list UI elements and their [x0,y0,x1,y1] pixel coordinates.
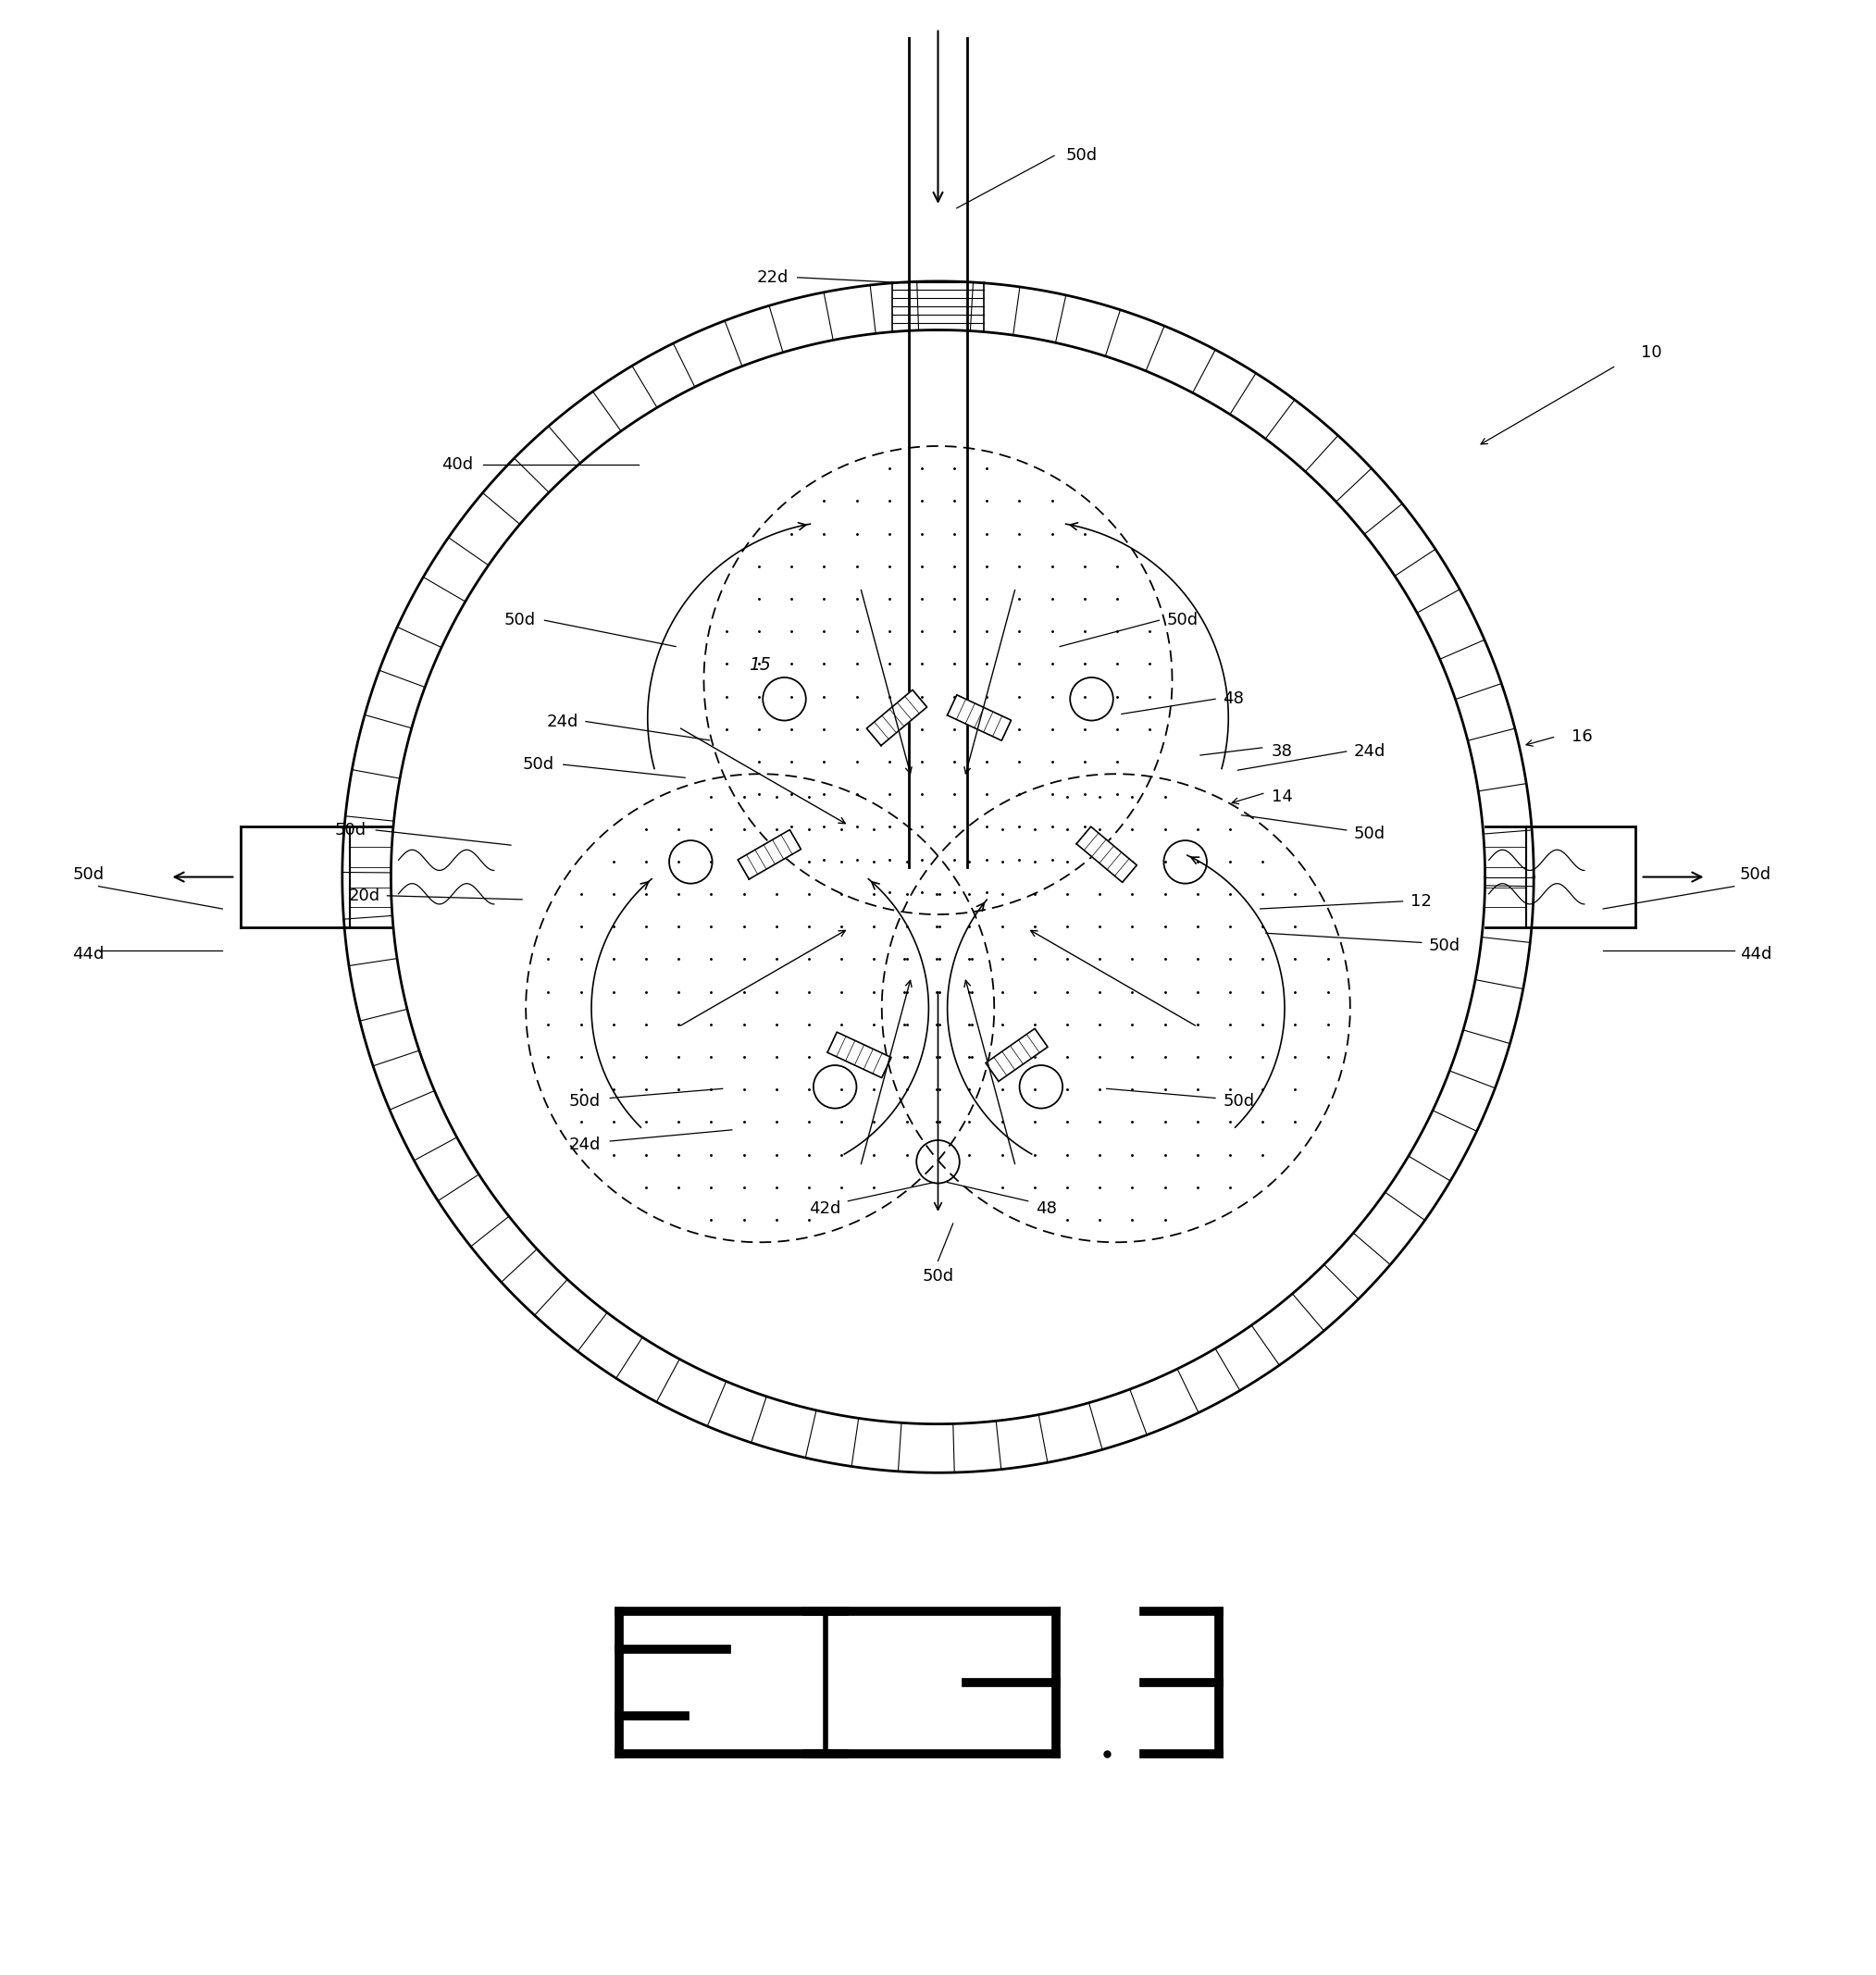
Text: 50d: 50d [1223,1094,1255,1110]
Text: 50d: 50d [73,865,103,883]
Text: 50d: 50d [568,1094,600,1110]
Text: 15: 15 [749,656,771,673]
Polygon shape [867,689,927,747]
Text: 48: 48 [1036,1201,1056,1217]
Text: 50d: 50d [1430,938,1460,954]
Polygon shape [947,695,1011,741]
Text: 50d: 50d [1354,826,1386,841]
Text: 20d: 20d [349,887,379,905]
Text: 48: 48 [1223,691,1244,707]
Text: 40d: 40d [443,456,473,474]
Polygon shape [737,830,801,879]
Polygon shape [985,1029,1047,1082]
Text: 50d: 50d [503,612,535,628]
Text: 42d: 42d [809,1201,840,1217]
Text: 24d: 24d [546,713,578,731]
Text: 50d: 50d [923,1268,953,1284]
Text: 14: 14 [1272,788,1293,804]
Text: 38: 38 [1272,743,1293,760]
Text: 50d: 50d [1167,612,1199,628]
Polygon shape [827,1033,891,1078]
Text: 22d: 22d [756,269,788,286]
Text: 50d: 50d [336,822,366,839]
Text: 44d: 44d [1739,946,1771,964]
Text: 10: 10 [1640,344,1662,361]
Polygon shape [1077,828,1137,883]
Text: 44d: 44d [73,946,105,964]
Text: 24d: 24d [568,1136,600,1153]
Text: 50d: 50d [522,756,553,772]
Text: 50d: 50d [1066,148,1097,164]
Text: 50d: 50d [1739,865,1771,883]
Text: 12: 12 [1411,893,1431,910]
Text: 24d: 24d [1354,743,1386,760]
Text: 16: 16 [1572,729,1593,745]
